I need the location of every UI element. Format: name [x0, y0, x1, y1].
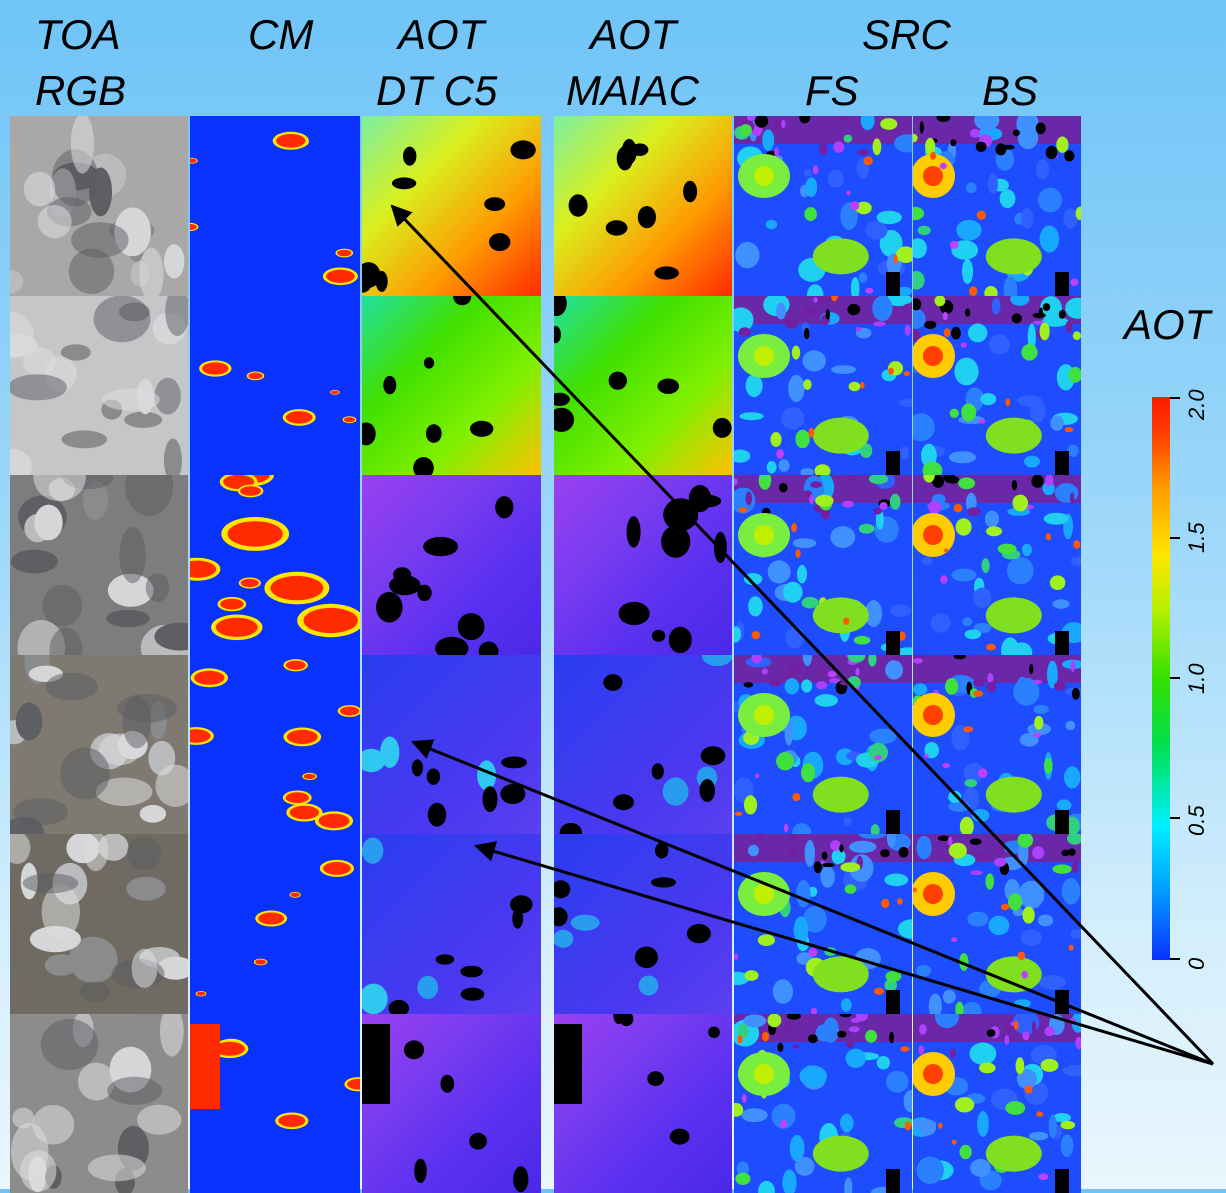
- tile-toa-rgb: [10, 116, 188, 296]
- tile-aot-maiac: [554, 116, 732, 296]
- tile-aot-dt-c5: [362, 116, 541, 296]
- colorbar-tick: [1170, 958, 1180, 960]
- tile-cm: [190, 475, 360, 655]
- colorbar-tick: [1170, 677, 1180, 679]
- tile-aot-dt-c5: [362, 834, 541, 1014]
- tile-src-fs: [734, 834, 912, 1014]
- tile-src-fs: [734, 655, 912, 834]
- tile-aot-maiac: [554, 296, 732, 475]
- tile-cm: [190, 296, 360, 475]
- colorbar-label: 0.5: [1184, 805, 1210, 836]
- colorbar-label: 2.0: [1184, 389, 1210, 420]
- colorbar-label: 1.0: [1184, 663, 1210, 694]
- tile-aot-maiac: [554, 655, 732, 834]
- tile-aot-dt-c5: [362, 655, 541, 834]
- colorbar: [1152, 397, 1170, 960]
- tile-toa-rgb: [10, 834, 188, 1014]
- tile-aot-dt-c5: [362, 1014, 541, 1193]
- tile-src-fs: [734, 116, 912, 296]
- tile-cm: [190, 1014, 360, 1193]
- colorbar-title: AOT: [1124, 304, 1210, 346]
- tile-aot-dt-c5: [362, 475, 541, 655]
- tile-aot-dt-c5: [362, 296, 541, 475]
- tile-aot-maiac: [554, 834, 732, 1014]
- tile-toa-rgb: [10, 655, 188, 834]
- tile-aot-maiac: [554, 1014, 732, 1193]
- tile-toa-rgb: [10, 475, 188, 655]
- tile-cm: [190, 834, 360, 1014]
- colorbar-label: 1.5: [1184, 522, 1210, 553]
- tile-toa-rgb: [10, 296, 188, 475]
- tile-src-bs: [913, 116, 1081, 296]
- tile-src-bs: [913, 1014, 1081, 1193]
- tile-src-fs: [734, 296, 912, 475]
- tile-src-bs: [913, 475, 1081, 655]
- tile-cm: [190, 655, 360, 834]
- tile-src-fs: [734, 475, 912, 655]
- colorbar-tick: [1170, 537, 1180, 539]
- colorbar-tick: [1170, 817, 1180, 819]
- tile-src-bs: [913, 655, 1081, 834]
- tile-cm: [190, 116, 360, 296]
- tile-src-fs: [734, 1014, 912, 1193]
- colorbar-label: 0: [1184, 958, 1210, 970]
- tile-aot-maiac: [554, 475, 732, 655]
- tile-src-bs: [913, 296, 1081, 475]
- tile-toa-rgb: [10, 1014, 188, 1193]
- colorbar-tick: [1170, 397, 1180, 399]
- tile-src-bs: [913, 834, 1081, 1014]
